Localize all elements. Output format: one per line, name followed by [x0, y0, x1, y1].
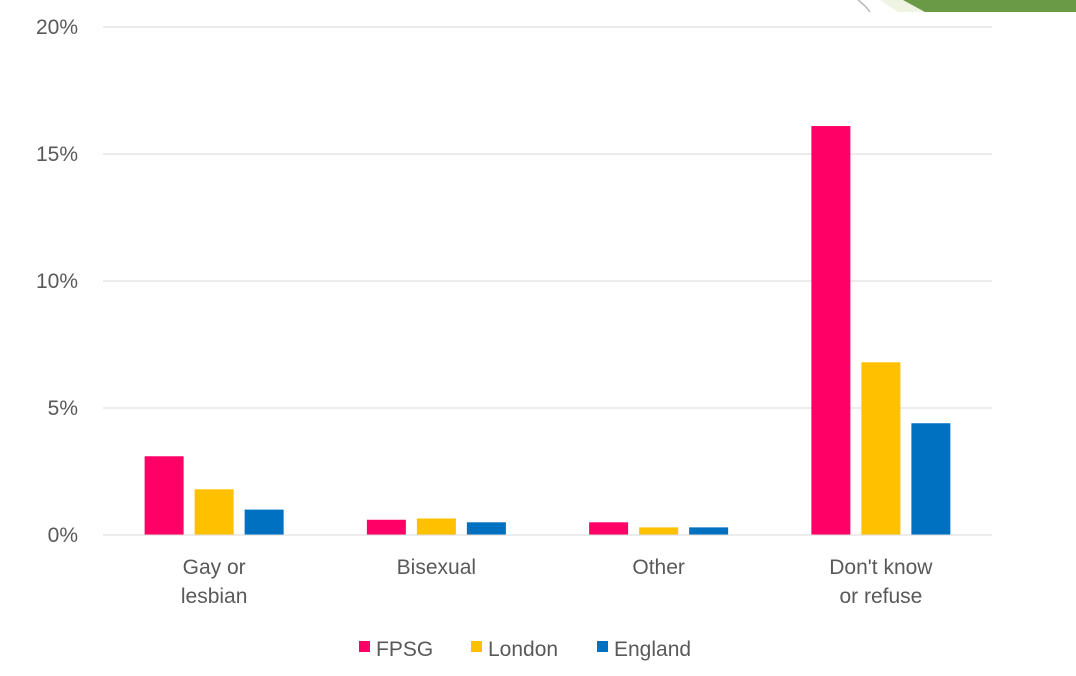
legend-swatch-london [471, 641, 482, 652]
grid [103, 26, 992, 409]
bar-fpsg-0 [144, 456, 184, 535]
y-axis-ticks: 0% 5% 10% 15% 20% [36, 16, 78, 547]
legend-swatch-fpsg [359, 641, 370, 652]
x-axis-labels: Gay or lesbian Bisexual Other Don't know or r… [181, 556, 933, 608]
bar-england-2 [689, 527, 729, 535]
legend-label-fpsg: FPSG [376, 638, 433, 661]
legend-label-london: London [488, 638, 558, 661]
bar-fpsg-1 [366, 519, 406, 535]
y-tick-label: 0% [48, 524, 78, 547]
bar-england-3 [911, 423, 951, 535]
y-tick-label: 15% [36, 143, 78, 166]
corner-green-shape [903, 0, 1076, 12]
x-tick-label: or refuse [839, 585, 922, 608]
x-tick-label: Gay or [183, 556, 246, 579]
bar-london-2 [639, 527, 679, 535]
bar-england-1 [466, 522, 506, 535]
legend: FPSG London England [359, 638, 691, 661]
y-tick-label: 20% [36, 16, 78, 39]
bar-fpsg-2 [589, 522, 629, 535]
corner-decoration [857, 0, 1076, 13]
x-tick-label: Bisexual [397, 556, 476, 579]
legend-swatch-england [597, 641, 608, 652]
x-tick-label: Other [632, 556, 685, 579]
x-tick-label: Don't know [829, 556, 933, 579]
bar-fpsg-3 [811, 126, 851, 535]
y-tick-label: 5% [48, 397, 78, 420]
y-tick-label: 10% [36, 270, 78, 293]
corner-curve-line [857, 0, 871, 13]
bar-london-0 [194, 489, 234, 535]
bar-london-3 [861, 362, 901, 535]
x-tick-label: lesbian [181, 585, 248, 608]
bars [144, 126, 951, 535]
bar-london-1 [416, 518, 456, 535]
bar-england-0 [244, 509, 284, 535]
legend-label-england: England [614, 638, 691, 661]
